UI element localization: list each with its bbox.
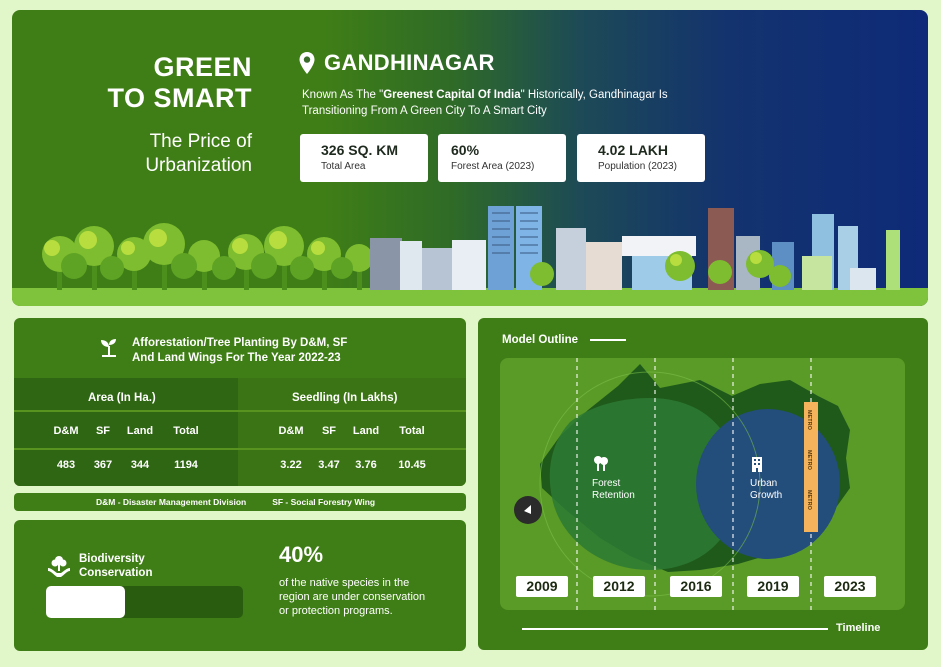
urban-label-line1: Urban: [750, 478, 778, 489]
afforestation-panel: Afforestation/Tree Planting By D&M, SF A…: [14, 318, 466, 486]
year-2012[interactable]: 2012: [593, 576, 645, 597]
seedling-value-total: 10.45: [398, 459, 426, 471]
city-heading: GANDHINAGAR: [298, 50, 495, 76]
afforestation-title-line1: Afforestation/Tree Planting By D&M, SF: [132, 337, 348, 349]
desc-post: " Historically, Gandhinagar Is Transitio…: [302, 89, 668, 117]
afforestation-title-line2: And Land Wings For The Year 2022-23: [132, 352, 341, 364]
biodiversity-title-line2: Conservation: [79, 567, 153, 579]
trees-icon: [592, 454, 610, 477]
urban-growth-label: Urban Growth: [750, 478, 782, 502]
stat-label: Total Area: [321, 161, 366, 172]
forest-retention-label: Forest Retention: [592, 478, 635, 502]
stat-value: 4.02 LAKH: [598, 142, 669, 158]
abbreviation-legend: D&M - Disaster Management Division SF - …: [14, 493, 466, 511]
stat-card-population: 4.02 LAKH Population (2023): [577, 134, 705, 182]
afforestation-heading: Afforestation/Tree Planting By D&M, SF A…: [98, 336, 347, 366]
city-name: GANDHINAGAR: [324, 50, 495, 75]
column-header: D&M: [53, 425, 79, 437]
conservation-description: of the native species in the region are …: [279, 577, 426, 617]
column-header: SF: [95, 425, 111, 437]
area-value-dm: 483: [56, 459, 76, 471]
conservation-progress-bar: [46, 586, 243, 618]
model-outline-heading: Model Outline: [502, 334, 627, 346]
stat-value: 60%: [451, 142, 480, 158]
column-header: SF: [321, 425, 337, 437]
stat-label: Forest Area (2023): [451, 161, 535, 172]
seedling-value-sf: 3.47: [318, 459, 340, 471]
year-2023[interactable]: 2023: [824, 576, 876, 597]
area-table-bg: [14, 378, 238, 486]
desc-pre: Known As The ": [302, 89, 384, 101]
sprout-icon: [98, 336, 120, 363]
column-header: D&M: [278, 425, 304, 437]
year-2009[interactable]: 2009: [516, 576, 568, 597]
legend-sf: SF - Social Forestry Wing: [272, 497, 376, 507]
column-header: Land: [352, 425, 380, 437]
seedling-table-bg: [238, 378, 466, 486]
year-2019[interactable]: 2019: [747, 576, 799, 597]
legend-dm: D&M - Disaster Management Division: [96, 497, 247, 507]
skyline-illustration: [12, 206, 928, 306]
hero-title-line1: GREEN: [153, 52, 252, 82]
hero-title-line2: TO SMART: [107, 83, 252, 113]
table-divider: [14, 448, 466, 450]
forest-label-line2: Retention: [592, 490, 635, 501]
area-value-sf: 367: [93, 459, 113, 471]
seedling-header: Seedling (In Lakhs): [292, 392, 398, 404]
column-header: Land: [126, 425, 154, 437]
stat-card-area: 326 SQ. KM Total Area: [300, 134, 428, 182]
metro-label: METRO: [806, 410, 812, 430]
conservation-progress-fill: [46, 586, 125, 618]
metro-label: METRO: [806, 490, 812, 510]
timeline-label: Timeline: [836, 622, 881, 634]
area-header: Area (In Ha.): [88, 392, 156, 404]
table-divider: [14, 410, 466, 412]
area-value-land: 344: [130, 459, 150, 471]
biodiversity-panel: Biodiversity Conservation 40% of the nat…: [14, 520, 466, 651]
stat-label: Population (2023): [598, 161, 677, 172]
year-2016[interactable]: 2016: [670, 576, 722, 597]
urban-label-line2: Growth: [750, 490, 783, 501]
metro-label: METRO: [806, 450, 812, 470]
seedling-value-land: 3.76: [355, 459, 377, 471]
region-map-shapes: [539, 358, 850, 610]
city-description: Known As The "Greenest Capital Of India"…: [302, 87, 722, 119]
area-value-total: 1194: [174, 459, 198, 471]
timeline-bar: [522, 628, 828, 630]
heading-rule: [590, 339, 627, 341]
biodiversity-title: Biodiversity Conservation: [79, 552, 153, 580]
conservation-percent: 40%: [279, 542, 324, 567]
hero-subtitle: The Price of Urbanization: [82, 130, 252, 178]
seedling-value-dm: 3.22: [280, 459, 302, 471]
triangle-left-icon: [524, 505, 531, 514]
location-pin-icon: [298, 51, 316, 75]
metro-line: METRO METRO METRO: [804, 402, 818, 532]
forest-label-line1: Forest: [592, 478, 621, 489]
biodiversity-title-line1: Biodiversity: [79, 553, 145, 565]
stat-card-forest: 60% Forest Area (2023): [438, 134, 566, 182]
column-header: Total: [173, 425, 199, 437]
column-header: Total: [399, 425, 425, 437]
hero-subtitle-line1: The Price of: [149, 131, 252, 152]
building-icon: [750, 456, 764, 477]
hero-subtitle-line2: Urbanization: [145, 155, 252, 176]
model-outline-title: Model Outline: [502, 334, 579, 346]
hero-title: GREEN TO SMART: [82, 52, 252, 114]
desc-bold: Greenest Capital Of India: [383, 89, 521, 101]
hero-banner: GREEN TO SMART The Price of Urbanization…: [12, 10, 928, 306]
hand-plant-icon: [46, 554, 72, 583]
model-outline-panel: Model Outline Forest Retention: [478, 318, 928, 650]
model-map: Forest Retention Urban Growth: [500, 358, 905, 610]
map-nav-button[interactable]: [514, 496, 542, 524]
stat-value: 326 SQ. KM: [321, 142, 399, 158]
